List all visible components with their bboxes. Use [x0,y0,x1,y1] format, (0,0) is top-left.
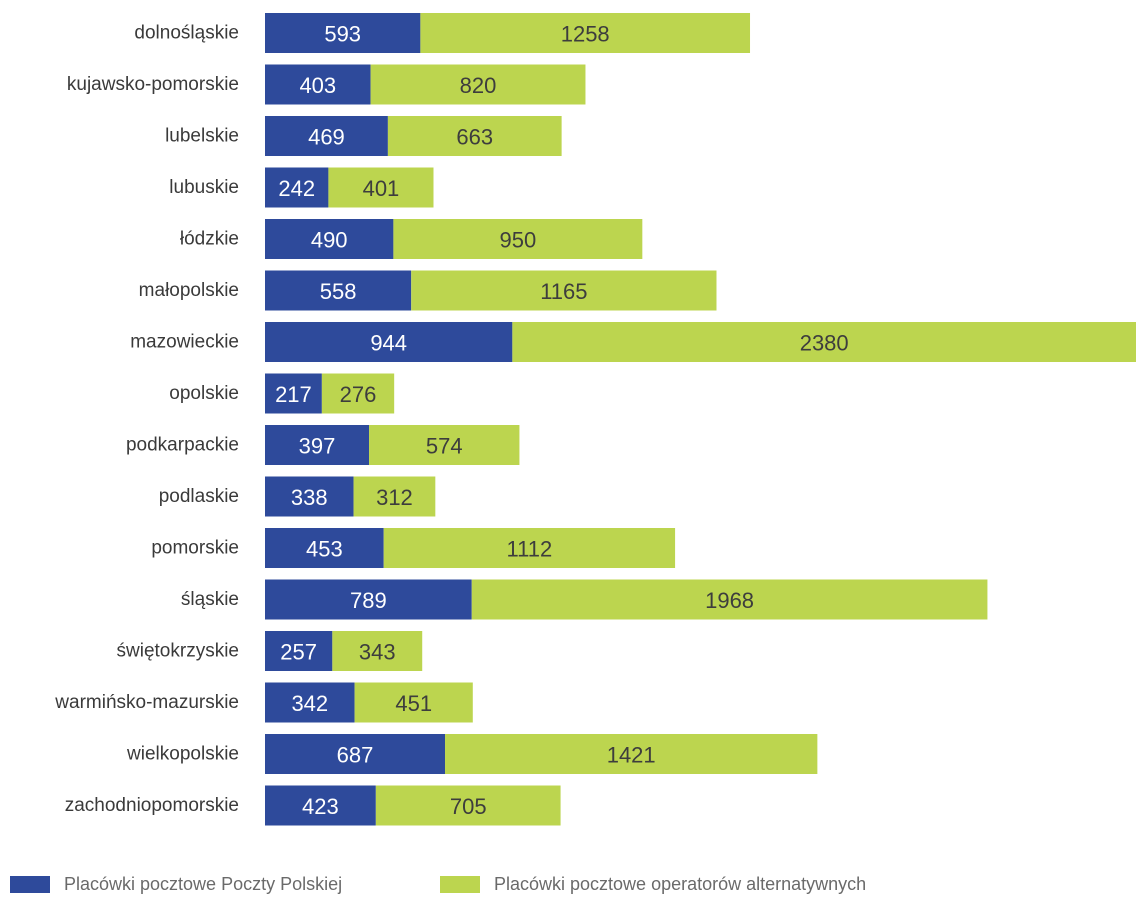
bar-poczta-polska-lubelskie [265,116,388,156]
legend-label-alternative-operators: Placówki pocztowe operatorów alternatywn… [494,874,867,894]
value-label-poczta-polska-kujawsko-pomorskie: 403 [299,73,336,98]
bar-alternative-malopolskie [411,270,717,311]
category-label-lubelskie: lubelskie [165,126,239,147]
value-label-alternative-zachodniopomorskie: 705 [450,794,487,819]
value-label-poczta-polska-mazowieckie: 944 [370,331,407,356]
legend-item-alternative-operators: Placówki pocztowe operatorów alternatywn… [440,874,866,895]
bar-poczta-polska-podlaskie [265,476,354,517]
bar-poczta-polska-lodzkie [265,219,394,259]
value-label-poczta-polska-podlaskie: 338 [291,485,328,510]
category-label-podlaskie: podlaskie [159,486,239,507]
bar-poczta-polska-wielkopolskie [265,734,446,774]
value-label-poczta-polska-warminsko-mazurskie: 342 [291,691,328,716]
bar-alternative-kujawsko-pomorskie [370,64,586,105]
category-label-warminsko-mazurskie: warmińsko-mazurskie [54,692,239,713]
category-label-mazowieckie: mazowieckie [130,332,239,353]
value-label-alternative-podkarpackie: 574 [426,434,463,459]
category-label-swietokrzyskie: świętokrzyskie [117,641,239,662]
value-label-alternative-slaskie: 1968 [705,588,754,613]
bar-alternative-mazowieckie [512,322,1136,362]
category-label-podkarpackie: podkarpackie [126,435,239,456]
value-label-alternative-mazowieckie: 2380 [800,331,849,356]
bar-poczta-polska-swietokrzyskie [265,631,333,671]
bar-poczta-polska-pomorskie [265,528,384,568]
legend: Placówki pocztowe Poczty Polskiej Placów… [0,874,1136,899]
category-label-slaskie: śląskie [181,589,239,610]
value-label-poczta-polska-malopolskie: 558 [320,279,357,304]
bar-alternative-lodzkie [393,219,643,259]
value-label-poczta-polska-zachodniopomorskie: 423 [302,794,339,819]
category-label-kujawsko-pomorskie: kujawsko-pomorskie [67,74,239,95]
value-label-poczta-polska-lubuskie: 242 [278,176,315,201]
category-label-malopolskie: małopolskie [139,280,239,301]
bar-alternative-swietokrzyskie [332,631,423,671]
value-label-poczta-polska-podkarpackie: 397 [299,434,336,459]
value-label-alternative-lodzkie: 950 [500,228,537,253]
bars [265,13,1136,826]
bar-poczta-polska-slaskie [265,579,472,620]
bar-alternative-slaskie [471,579,988,620]
bar-poczta-polska-podkarpackie [265,425,370,465]
bar-alternative-zachodniopomorskie [375,785,561,826]
value-label-alternative-malopolskie: 1165 [540,279,587,304]
category-label-wielkopolskie: wielkopolskie [126,744,239,765]
value-label-poczta-polska-slaskie: 789 [350,588,387,613]
bar-poczta-polska-zachodniopomorskie [265,785,376,826]
value-label-alternative-swietokrzyskie: 343 [359,640,396,665]
category-label-opolskie: opolskie [169,383,239,404]
value-label-alternative-opolskie: 276 [340,382,377,407]
bar-poczta-polska-warminsko-mazurskie [265,682,355,723]
category-labels: dolnośląskie kujawsko-pomorskie lubelskie l… [54,23,239,817]
category-label-lodzkie: łódzkie [180,229,239,250]
value-labels: 593 1258 403 820 469 663 242 401 490 950 558 1165 94… [275,22,849,820]
legend-label-poczta-polska: Placówki pocztowe Poczty Polskiej [64,874,343,894]
legend-item-poczta-polska: Placówki pocztowe Poczty Polskiej [10,874,342,895]
bar-poczta-polska-kujawsko-pomorskie [265,64,371,105]
bar-poczta-polska-lubuskie [265,167,329,208]
bar-alternative-lubuskie [328,167,434,208]
value-label-poczta-polska-pomorskie: 453 [306,537,343,562]
value-label-poczta-polska-swietokrzyskie: 257 [280,640,317,665]
category-label-zachodniopomorskie: zachodniopomorskie [65,795,239,816]
bar-alternative-dolnoslaskie [420,13,751,53]
bar-alternative-warminsko-mazurskie [354,682,473,723]
legend-swatch-alternative-operators [440,876,480,893]
bar-poczta-polska-opolskie [265,373,322,414]
value-label-poczta-polska-dolnoslaskie: 593 [324,22,361,47]
bar-poczta-polska-mazowieckie [265,322,513,362]
bar-alternative-lubelskie [387,116,562,156]
bar-alternative-opolskie [321,373,395,414]
value-label-alternative-wielkopolskie: 1421 [607,743,656,768]
value-label-alternative-warminsko-mazurskie: 451 [395,691,432,716]
value-label-poczta-polska-lubelskie: 469 [308,125,345,150]
bar-poczta-polska-dolnoslaskie [265,13,421,53]
stacked-bar-chart: dolnośląskie kujawsko-pomorskie lubelskie l… [54,13,1136,826]
value-label-poczta-polska-wielkopolskie: 687 [337,743,374,768]
value-label-alternative-lubelskie: 663 [456,125,493,150]
bar-alternative-pomorskie [383,528,676,568]
bar-alternative-podlaskie [353,476,436,517]
value-label-alternative-kujawsko-pomorskie: 820 [460,73,497,98]
value-label-alternative-lubuskie: 401 [363,176,400,201]
value-label-alternative-pomorskie: 1112 [507,537,553,562]
bar-poczta-polska-malopolskie [265,270,412,311]
value-label-alternative-dolnoslaskie: 1258 [561,22,610,47]
category-label-dolnoslaskie: dolnośląskie [134,23,239,44]
bar-alternative-wielkopolskie [445,734,818,774]
value-label-poczta-polska-lodzkie: 490 [311,228,348,253]
value-label-alternative-podlaskie: 312 [376,485,413,510]
value-label-poczta-polska-opolskie: 217 [275,382,312,407]
category-label-lubuskie: lubuskie [169,177,239,198]
category-label-pomorskie: pomorskie [151,538,239,559]
legend-swatch-poczta-polska [10,876,50,893]
bar-alternative-podkarpackie [369,425,520,465]
